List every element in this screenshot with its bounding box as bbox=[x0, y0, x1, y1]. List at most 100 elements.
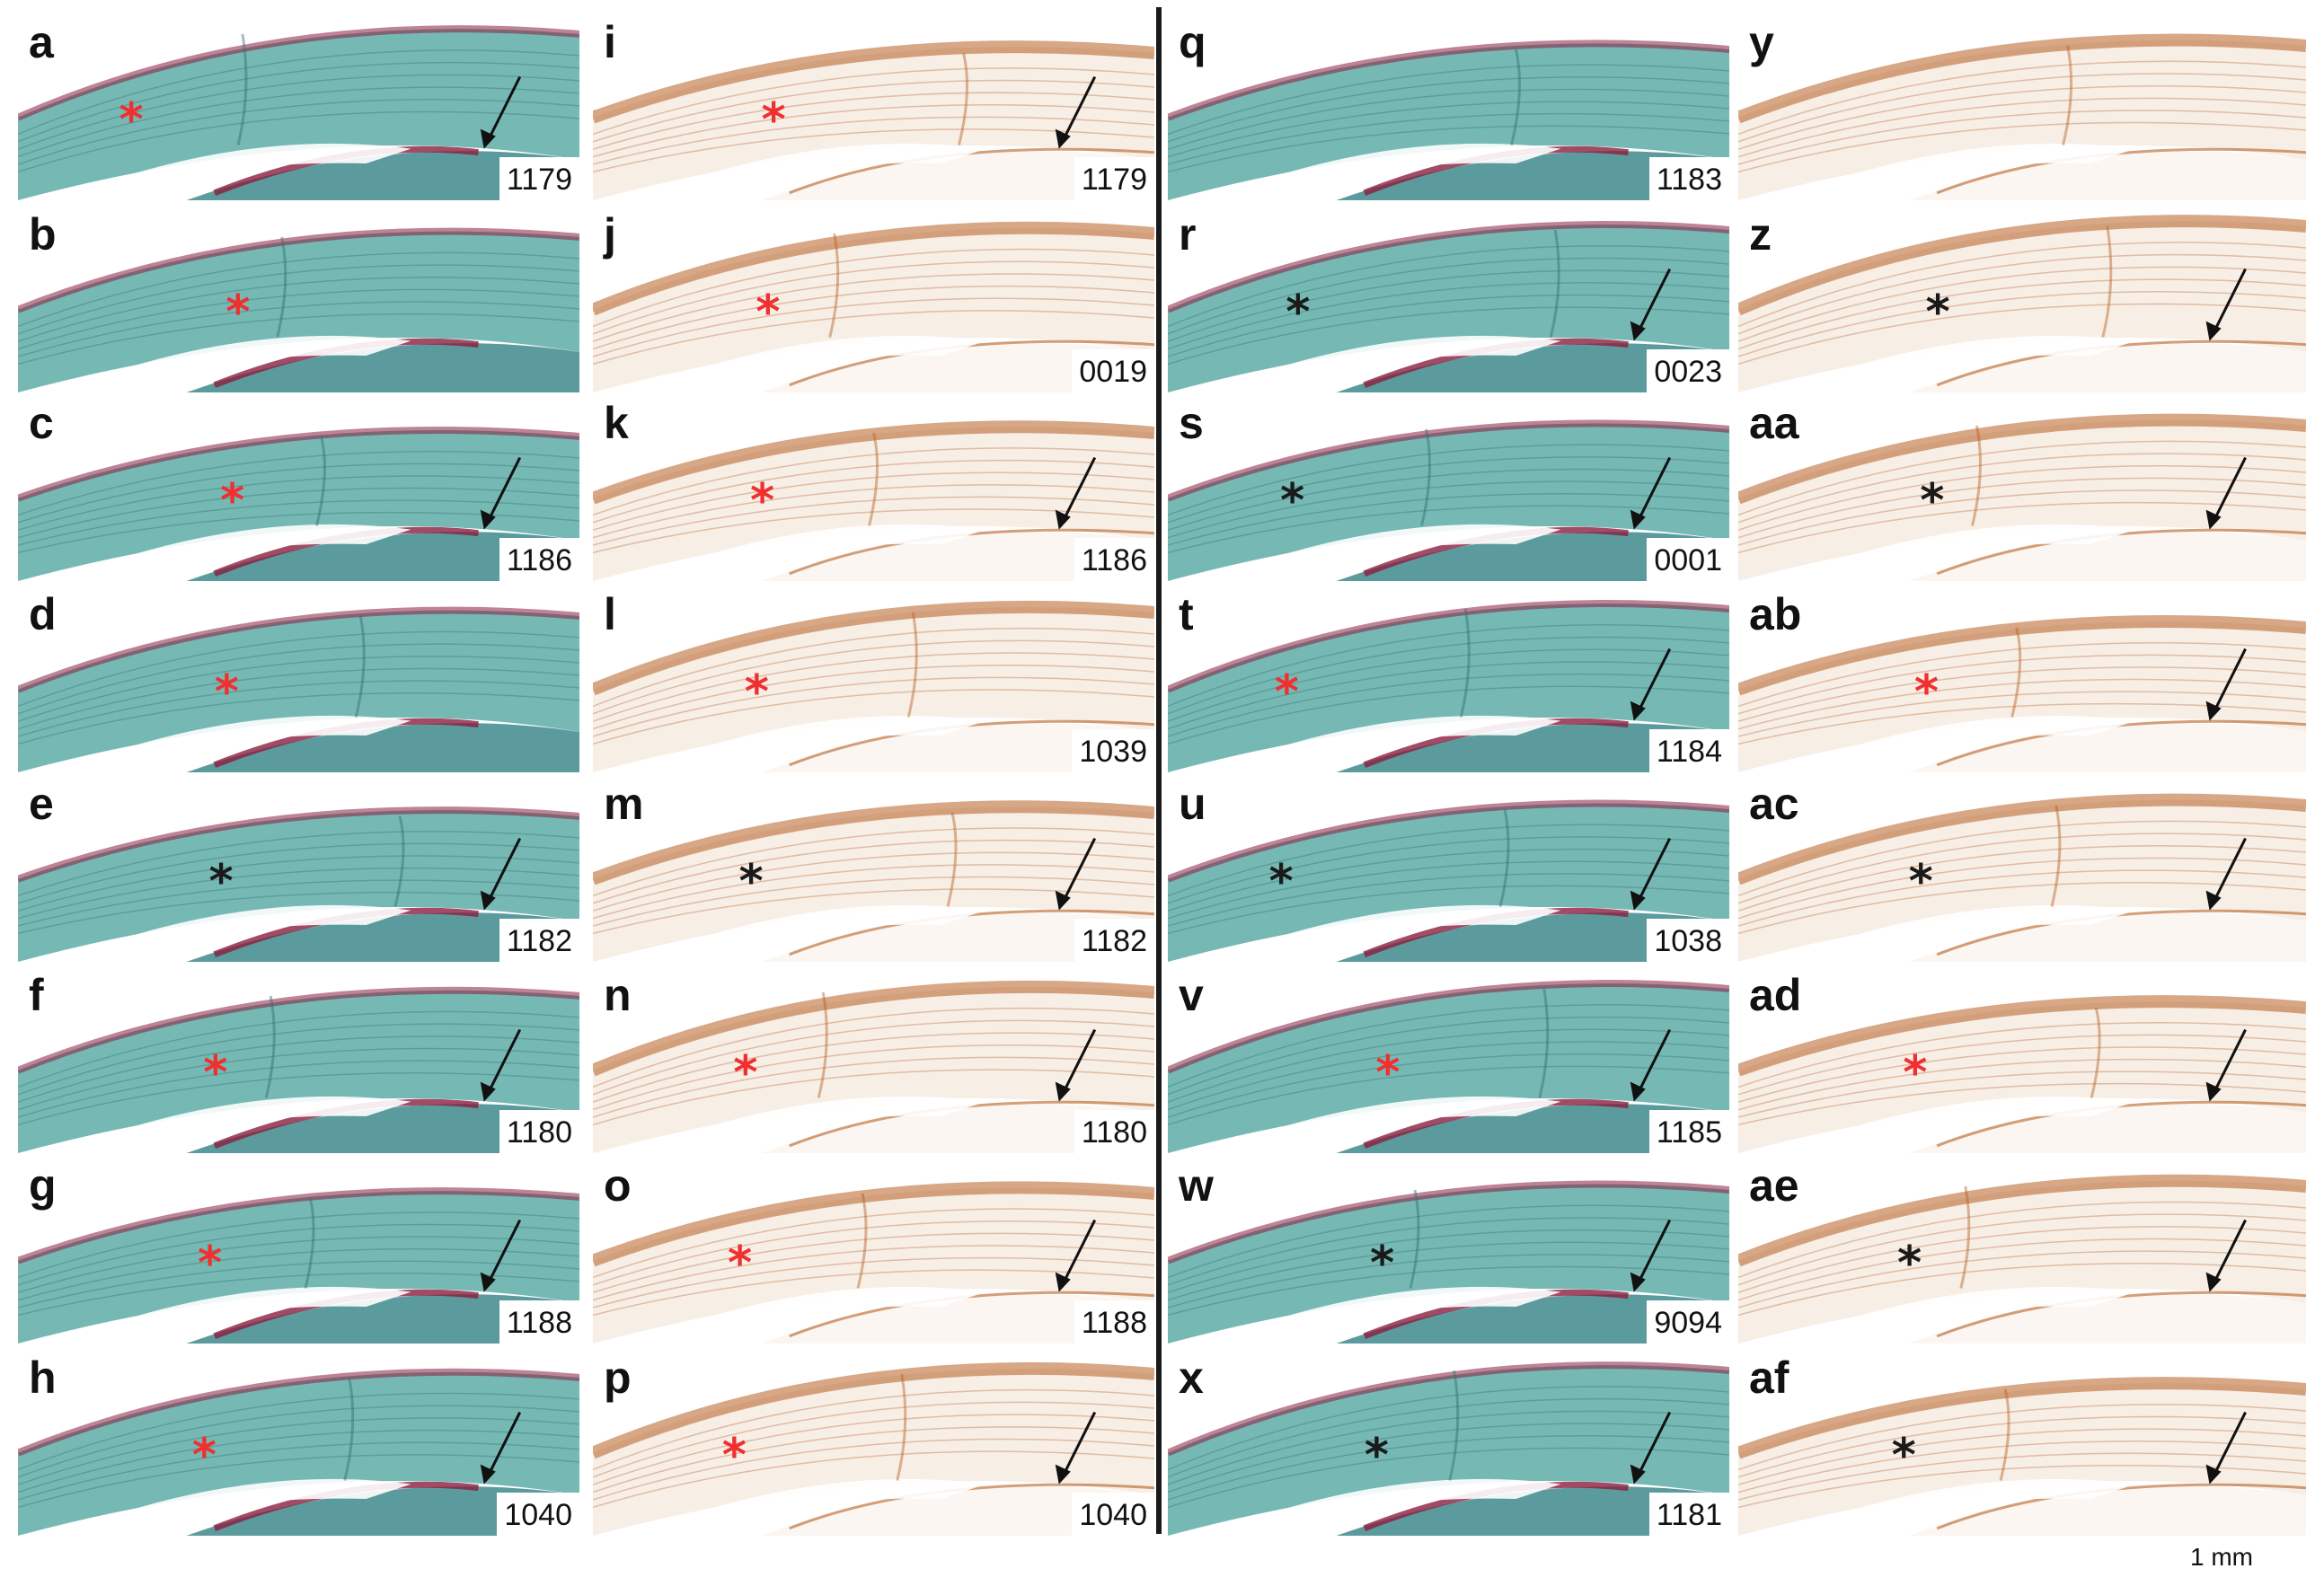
panel-aa: * aa bbox=[1738, 397, 2306, 581]
tissue-section-image: * bbox=[593, 397, 1154, 581]
asterisk-marker: * bbox=[750, 474, 774, 528]
tissue-section-image: * bbox=[593, 969, 1154, 1153]
arrow-marker bbox=[1055, 456, 1097, 530]
panel-t: * t 1184 bbox=[1168, 588, 1729, 772]
asterisk-marker: * bbox=[198, 1237, 222, 1291]
panel-i: * i 1179 bbox=[593, 16, 1154, 200]
tissue-section-image: * bbox=[593, 1159, 1154, 1344]
tissue-section-image: * bbox=[1738, 1352, 2306, 1536]
panel-letter: l bbox=[593, 588, 629, 646]
arrow-marker bbox=[1630, 1219, 1672, 1292]
asterisk-marker: * bbox=[1370, 1237, 1394, 1291]
panel-letter: m bbox=[593, 778, 657, 835]
arrow-marker bbox=[480, 837, 522, 911]
panel-letter: ad bbox=[1738, 969, 1815, 1026]
panel-a: * a 1179 bbox=[18, 16, 579, 200]
panel-z: * z bbox=[1738, 208, 2306, 392]
asterisk-marker: * bbox=[215, 665, 239, 719]
sample-id-label: 0019 bbox=[1072, 349, 1154, 392]
asterisk-marker: * bbox=[1903, 1046, 1927, 1100]
asterisk-marker: * bbox=[1365, 1429, 1389, 1483]
panel-d: * d bbox=[18, 588, 579, 772]
panel-ad: * ad bbox=[1738, 969, 2306, 1153]
tissue-section-image: * bbox=[1168, 778, 1729, 962]
panel-letter: i bbox=[593, 16, 629, 74]
arrow-marker bbox=[480, 1219, 522, 1292]
arrow-marker bbox=[480, 1411, 522, 1485]
asterisk-marker: * bbox=[1375, 1046, 1400, 1100]
panel-v: * v 1185 bbox=[1168, 969, 1729, 1153]
asterisk-marker: * bbox=[1275, 665, 1299, 719]
sample-id-label: 1179 bbox=[499, 157, 579, 200]
panel-o: * o 1188 bbox=[593, 1159, 1154, 1344]
sample-id-label: 1179 bbox=[1074, 157, 1154, 200]
panel-letter: d bbox=[18, 588, 69, 646]
tissue-section-image: * bbox=[1168, 588, 1729, 772]
arrow-marker bbox=[480, 1028, 522, 1102]
tissue-section-image: * bbox=[18, 588, 579, 772]
tissue-section-image: * bbox=[1738, 1159, 2306, 1344]
arrow-marker bbox=[1055, 75, 1097, 149]
panel-q: q 1183 bbox=[1168, 16, 1729, 200]
tissue-section-image: * bbox=[18, 1352, 579, 1536]
sample-id-label: 1186 bbox=[499, 538, 579, 581]
asterisk-marker: * bbox=[739, 855, 764, 909]
arrow-marker bbox=[480, 75, 522, 149]
arrow-marker bbox=[1630, 268, 1672, 341]
panel-letter: a bbox=[18, 16, 66, 74]
tissue-section-image: * bbox=[1738, 208, 2306, 392]
panel-letter: c bbox=[18, 397, 66, 454]
panel-letter: b bbox=[18, 208, 69, 266]
panel-letter: ac bbox=[1738, 778, 1812, 835]
tissue-section-image: * bbox=[593, 1352, 1154, 1536]
sample-id-label: 1040 bbox=[497, 1493, 579, 1536]
panel-letter: u bbox=[1168, 778, 1219, 835]
panel-letter: e bbox=[18, 778, 66, 835]
panel-af: * af bbox=[1738, 1352, 2306, 1536]
sample-id-label: 1188 bbox=[499, 1300, 579, 1344]
sample-id-label: 9094 bbox=[1647, 1300, 1729, 1344]
arrow-marker bbox=[1630, 837, 1672, 911]
asterisk-marker: * bbox=[1269, 855, 1294, 909]
tissue-section-image: * bbox=[593, 208, 1154, 392]
panel-letter: x bbox=[1168, 1352, 1216, 1409]
asterisk-marker: * bbox=[728, 1237, 752, 1291]
tissue-section-image: * bbox=[18, 778, 579, 962]
panel-r: * r 0023 bbox=[1168, 208, 1729, 392]
asterisk-marker: * bbox=[220, 474, 244, 528]
panel-b: * b bbox=[18, 208, 579, 392]
arrow-marker bbox=[2205, 1411, 2247, 1485]
sample-id-label: 1038 bbox=[1647, 919, 1729, 962]
asterisk-marker: * bbox=[762, 93, 786, 147]
asterisk-marker: * bbox=[1280, 474, 1304, 528]
sample-id-label: 1039 bbox=[1072, 729, 1154, 772]
sample-id-label: 1180 bbox=[1074, 1110, 1154, 1153]
asterisk-marker: * bbox=[1286, 286, 1310, 339]
sample-id-label: 0023 bbox=[1647, 349, 1729, 392]
tissue-section-image: * bbox=[593, 588, 1154, 772]
panel-k: * k 1186 bbox=[593, 397, 1154, 581]
tissue-section-image: * bbox=[1738, 969, 2306, 1153]
sample-id-label: 1182 bbox=[1074, 919, 1154, 962]
tissue-section-image: * bbox=[1738, 588, 2306, 772]
asterisk-marker: * bbox=[1897, 1237, 1922, 1291]
panel-letter: z bbox=[1738, 208, 1784, 266]
arrow-marker bbox=[1630, 456, 1672, 530]
panel-letter: g bbox=[18, 1159, 69, 1217]
column-divider bbox=[1156, 7, 1162, 1534]
asterisk-marker: * bbox=[756, 286, 780, 339]
asterisk-marker: * bbox=[1892, 1429, 1916, 1483]
asterisk-marker: * bbox=[1909, 855, 1933, 909]
tissue-section-image: * bbox=[18, 397, 579, 581]
panel-l: * l 1039 bbox=[593, 588, 1154, 772]
sample-id-label: 1183 bbox=[1648, 157, 1729, 200]
tissue-section-image: * bbox=[18, 208, 579, 392]
arrow-marker bbox=[2205, 1219, 2247, 1292]
panel-letter: p bbox=[593, 1352, 644, 1409]
tissue-section-image bbox=[1738, 16, 2306, 200]
arrow-marker bbox=[1055, 1028, 1097, 1102]
panel-w: * w 9094 bbox=[1168, 1159, 1729, 1344]
tissue-section-image: * bbox=[593, 16, 1154, 200]
panel-letter: h bbox=[18, 1352, 69, 1409]
